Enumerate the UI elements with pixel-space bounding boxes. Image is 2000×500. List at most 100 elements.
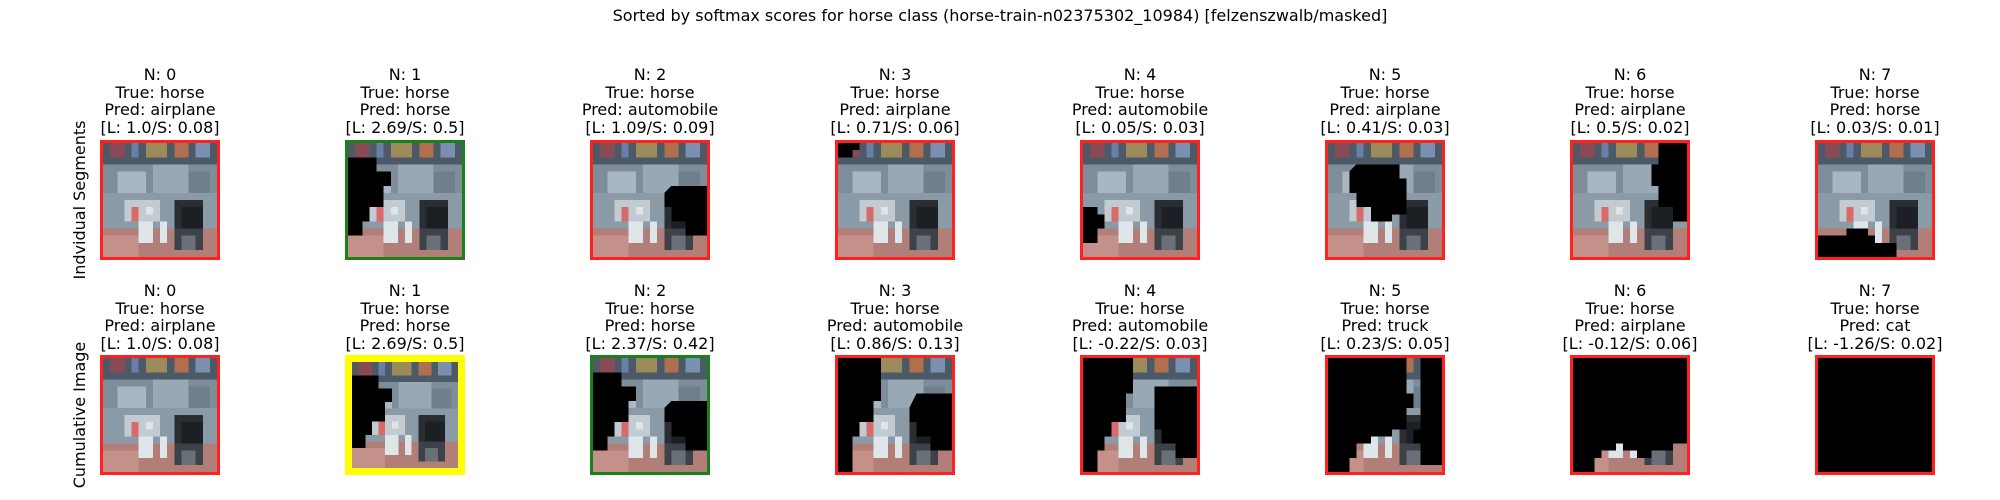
panel-title: N: 3 True: horse Pred: automobile [L: 0.86/… <box>795 282 995 352</box>
true-label: True: horse <box>1830 82 1920 102</box>
logit-softmax-scores: [L: -0.12/S: 0.06] <box>1562 333 1698 353</box>
panel-row1-col1: N: 1 True: horse Pred: horse [L: 2.69/S: 0.… <box>305 282 505 352</box>
segment-thumbnail <box>1325 140 1445 260</box>
logit-softmax-scores: [L: 1.09/S: 0.09] <box>585 117 715 137</box>
figure-title: Sorted by softmax scores for horse class… <box>612 6 1388 25</box>
predicted-label: Pred: automobile <box>1071 100 1209 119</box>
panel-title: N: 1 True: horse Pred: horse [L: 2.69/S: 0.… <box>305 282 505 352</box>
logit-softmax-scores: [L: 0.71/S: 0.06] <box>830 117 960 137</box>
panel-row1-col0: N: 0 True: horse Pred: airplane [L: 1.0/S: … <box>60 282 260 352</box>
panel-title: N: 0 True: horse Pred: airplane [L: 1.0/S: … <box>60 66 260 136</box>
segment-thumbnail <box>345 355 465 475</box>
panel-row0-col5: N: 5 True: horse Pred: airplane [L: 0.41/S:… <box>1285 66 1485 136</box>
panel-title: N: 6 True: horse Pred: airplane [L: 0.5/S: … <box>1530 66 1730 136</box>
logit-softmax-scores: [L: 2.37/S: 0.42] <box>585 333 715 353</box>
predicted-label: Pred: automobile <box>581 100 719 119</box>
row-label-cumulative-image: Cumulative Image <box>70 341 89 489</box>
predicted-label: Pred: airplane <box>104 100 216 119</box>
logit-softmax-scores: [L: 2.69/S: 0.5] <box>345 333 465 353</box>
panel-title: N: 4 True: horse Pred: automobile [L: 0.05/… <box>1040 66 1240 136</box>
segment-thumbnail <box>345 140 465 260</box>
panel-row0-col3: N: 3 True: horse Pred: airplane [L: 0.71/S:… <box>795 66 995 136</box>
predicted-label: Pred: horse <box>359 100 451 119</box>
segment-index: N: 7 <box>1858 65 1892 84</box>
panel-title: N: 0 True: horse Pred: airplane [L: 1.0/S: … <box>60 282 260 352</box>
panel-title: N: 7 True: horse Pred: cat [L: -1.26/S: 0.0… <box>1775 282 1975 352</box>
panel-row1-col2: N: 2 True: horse Pred: horse [L: 2.37/S: 0.… <box>550 282 750 352</box>
true-label: True: horse <box>1585 298 1675 318</box>
true-label: True: horse <box>850 82 940 102</box>
segment-index: N: 1 <box>388 65 422 84</box>
segment-thumbnail <box>1570 140 1690 260</box>
segment-index: N: 6 <box>1613 281 1647 300</box>
logit-softmax-scores: [L: 0.05/S: 0.03] <box>1075 117 1205 137</box>
true-label: True: horse <box>1340 298 1430 318</box>
predicted-label: Pred: automobile <box>1071 316 1209 335</box>
segment-thumbnail <box>1325 355 1445 475</box>
row-label-individual-segments: Indvidual Segments <box>70 120 89 280</box>
predicted-label: Pred: airplane <box>104 316 216 335</box>
panel-row0-col1: N: 1 True: horse Pred: horse [L: 2.69/S: 0.… <box>305 66 505 136</box>
predicted-label: Pred: airplane <box>1329 100 1441 119</box>
panel-row1-col3: N: 3 True: horse Pred: automobile [L: 0.86/… <box>795 282 995 352</box>
true-label: True: horse <box>1585 82 1675 102</box>
panel-title: N: 1 True: horse Pred: horse [L: 2.69/S: 0.… <box>305 66 505 136</box>
segment-index: N: 5 <box>1368 65 1402 84</box>
logit-softmax-scores: [L: 0.86/S: 0.13] <box>830 333 960 353</box>
logit-softmax-scores: [L: 0.03/S: 0.01] <box>1810 117 1940 137</box>
logit-softmax-scores: [L: 0.41/S: 0.03] <box>1320 117 1450 137</box>
panel-row0-col6: N: 6 True: horse Pred: airplane [L: 0.5/S: … <box>1530 66 1730 136</box>
panel-row0-col0: N: 0 True: horse Pred: airplane [L: 1.0/S: … <box>60 66 260 136</box>
predicted-label: Pred: truck <box>1341 316 1429 335</box>
true-label: True: horse <box>605 298 695 318</box>
logit-softmax-scores: [L: -1.26/S: 0.02] <box>1807 333 1943 353</box>
panel-title: N: 6 True: horse Pred: airplane [L: -0.12/S… <box>1530 282 1730 352</box>
segment-thumbnail <box>100 355 220 475</box>
true-label: True: horse <box>605 82 695 102</box>
segment-thumbnail <box>1815 355 1935 475</box>
segment-index: N: 3 <box>878 281 912 300</box>
true-label: True: horse <box>1095 82 1185 102</box>
segment-index: N: 7 <box>1858 281 1892 300</box>
panel-row1-col4: N: 4 True: horse Pred: automobile [L: -0.22… <box>1040 282 1240 352</box>
true-label: True: horse <box>1340 82 1430 102</box>
segment-index: N: 2 <box>633 281 667 300</box>
logit-softmax-scores: [L: 0.5/S: 0.02] <box>1570 117 1690 137</box>
segment-index: N: 6 <box>1613 65 1647 84</box>
segment-thumbnail <box>100 140 220 260</box>
segment-thumbnail <box>1080 355 1200 475</box>
true-label: True: horse <box>850 298 940 318</box>
true-label: True: horse <box>115 82 205 102</box>
panel-title: N: 5 True: horse Pred: airplane [L: 0.41/S:… <box>1285 66 1485 136</box>
predicted-label: Pred: horse <box>1829 100 1921 119</box>
segment-index: N: 4 <box>1123 65 1157 84</box>
segment-index: N: 0 <box>143 281 177 300</box>
predicted-label: Pred: airplane <box>1574 316 1686 335</box>
logit-softmax-scores: [L: 2.69/S: 0.5] <box>345 117 465 137</box>
predicted-label: Pred: airplane <box>839 100 951 119</box>
predicted-label: Pred: horse <box>604 316 696 335</box>
logit-softmax-scores: [L: 1.0/S: 0.08] <box>100 333 220 353</box>
panel-row1-col6: N: 6 True: horse Pred: airplane [L: -0.12/S… <box>1530 282 1730 352</box>
true-label: True: horse <box>360 82 450 102</box>
panel-title: N: 3 True: horse Pred: airplane [L: 0.71/S:… <box>795 66 995 136</box>
predicted-label: Pred: horse <box>359 316 451 335</box>
panel-title: N: 5 True: horse Pred: truck [L: 0.23/S: 0.… <box>1285 282 1485 352</box>
segment-thumbnail <box>1570 355 1690 475</box>
panel-row1-col5: N: 5 True: horse Pred: truck [L: 0.23/S: 0.… <box>1285 282 1485 352</box>
true-label: True: horse <box>1830 298 1920 318</box>
segment-index: N: 5 <box>1368 281 1402 300</box>
segment-index: N: 0 <box>143 65 177 84</box>
predicted-label: Pred: airplane <box>1574 100 1686 119</box>
segment-index: N: 4 <box>1123 281 1157 300</box>
predicted-label: Pred: automobile <box>826 316 964 335</box>
segment-thumbnail <box>835 140 955 260</box>
segment-thumbnail <box>590 355 710 475</box>
panel-title: N: 4 True: horse Pred: automobile [L: -0.22… <box>1040 282 1240 352</box>
logit-softmax-scores: [L: -0.22/S: 0.03] <box>1072 333 1208 353</box>
true-label: True: horse <box>1095 298 1185 318</box>
predicted-label: Pred: cat <box>1839 316 1911 335</box>
panel-row0-col2: N: 2 True: horse Pred: automobile [L: 1.09/… <box>550 66 750 136</box>
segment-index: N: 1 <box>388 281 422 300</box>
panel-title: N: 2 True: horse Pred: automobile [L: 1.09/… <box>550 66 750 136</box>
